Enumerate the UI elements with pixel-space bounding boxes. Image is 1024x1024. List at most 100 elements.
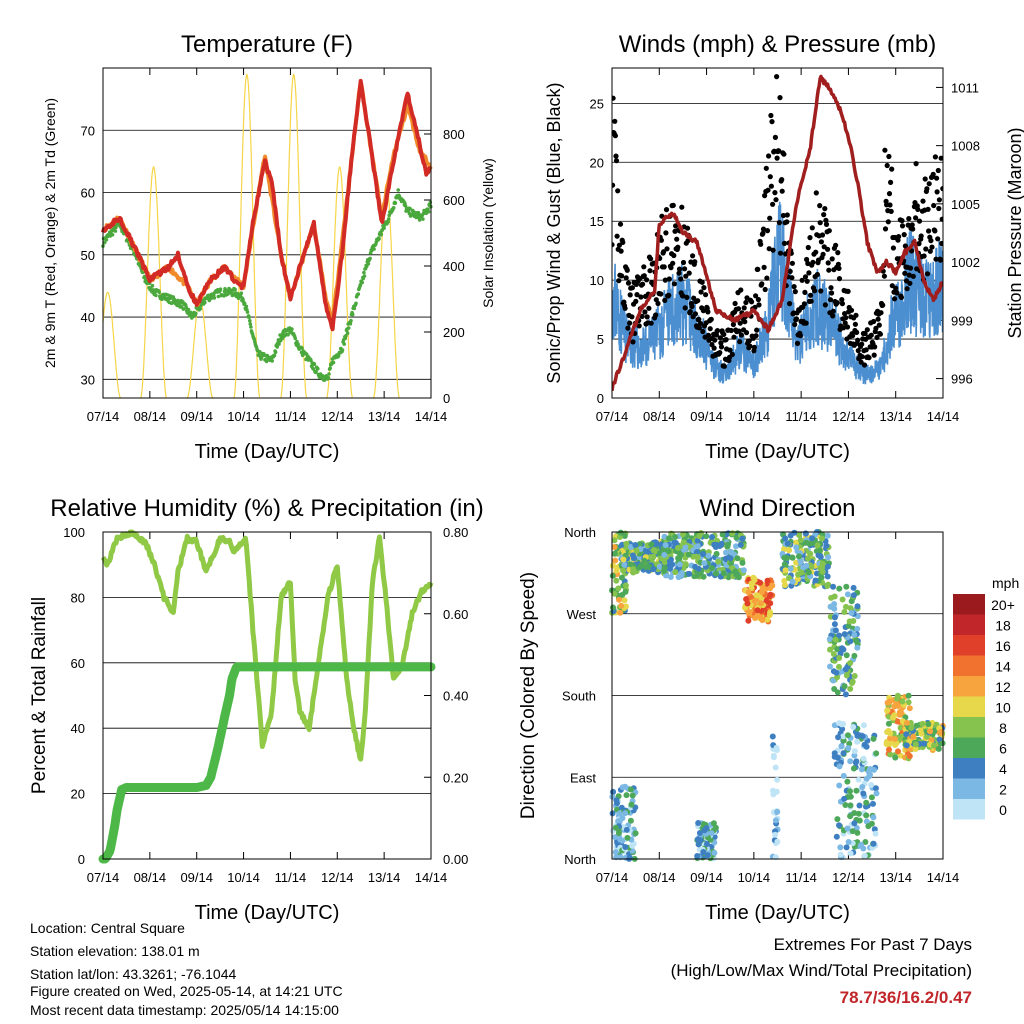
gust-point xyxy=(708,316,714,322)
gust-point xyxy=(855,337,861,343)
direction-point xyxy=(767,585,774,592)
gust-point xyxy=(808,298,814,304)
y-tick-label: 50 xyxy=(81,248,95,263)
gust-point xyxy=(888,208,894,214)
direction-point xyxy=(630,566,637,572)
dewpoint-point xyxy=(393,201,398,205)
direction-point xyxy=(617,609,624,616)
y2-tick-label: 1011 xyxy=(951,80,979,95)
gust-point xyxy=(638,294,644,300)
gust-point xyxy=(670,202,676,208)
y-tick-label: South xyxy=(562,689,596,704)
gust-point xyxy=(852,321,859,327)
dewpoint-point xyxy=(277,342,281,346)
colorbar-label: 2 xyxy=(999,782,1007,798)
gust-point xyxy=(743,299,749,306)
gust-point xyxy=(701,285,707,291)
y-tick-label: 80 xyxy=(71,590,85,605)
extremes-subtitle: (High/Low/Max Wind/Total Precipitation) xyxy=(670,961,972,980)
colorbar: mph 20+ 18 16 14 12 10 8 6 4 2 0 xyxy=(953,575,1019,820)
gust-point xyxy=(792,321,798,328)
gust-point xyxy=(700,328,706,335)
direction-point xyxy=(834,689,841,696)
direction-point xyxy=(831,621,838,628)
gust-point xyxy=(678,276,684,282)
y-tick-label: West xyxy=(567,607,597,622)
footer-recent: Most recent data timestamp: 2025/05/14 1… xyxy=(30,1002,339,1018)
y-tick-label: 30 xyxy=(81,372,95,387)
direction-point xyxy=(841,795,848,802)
direction-point xyxy=(863,799,870,806)
direction-point xyxy=(663,572,669,579)
gust-point xyxy=(882,226,889,232)
gust-point xyxy=(700,308,707,314)
dewpoint-point xyxy=(368,256,372,261)
direction-point xyxy=(851,673,858,679)
gust-point xyxy=(761,264,767,270)
direction-point xyxy=(611,550,618,557)
gust-point xyxy=(899,218,905,224)
gust-point xyxy=(755,296,762,303)
gust-point xyxy=(933,256,939,262)
gust-point xyxy=(718,340,724,346)
x-tick-label: 12/14 xyxy=(832,409,865,424)
gust-point xyxy=(620,239,626,245)
x-tick-label: 07/14 xyxy=(596,870,629,885)
colorbar-label: 18 xyxy=(995,618,1011,634)
colorbar-label: 8 xyxy=(999,720,1007,736)
gust-point xyxy=(699,279,705,285)
dewpoint-point xyxy=(336,354,341,358)
gust-point xyxy=(705,309,711,315)
gust-point xyxy=(727,347,733,353)
direction-point xyxy=(666,558,673,565)
direction-point xyxy=(696,830,703,836)
direction-point xyxy=(858,841,865,848)
dewpoint-point xyxy=(312,362,317,367)
dewpoint-point xyxy=(360,280,365,285)
direction-point xyxy=(912,746,919,752)
gust-point xyxy=(641,273,647,279)
direction-point xyxy=(619,784,626,791)
direction-point xyxy=(836,655,843,661)
direction-point xyxy=(759,584,766,591)
direction-point xyxy=(917,727,924,734)
gust-point xyxy=(806,270,812,276)
gust-point xyxy=(692,311,699,317)
dewpoint-point xyxy=(150,283,155,288)
direction-point xyxy=(823,542,830,549)
gust-point xyxy=(717,335,724,341)
direction-point xyxy=(920,740,927,747)
direction-point xyxy=(764,616,771,623)
y2-tick-label: 0.20 xyxy=(443,770,468,785)
gust-point xyxy=(823,217,829,223)
direction-point xyxy=(772,764,779,771)
gust-point xyxy=(878,310,884,316)
dewpoint-point xyxy=(421,217,425,221)
colorbar-swatch xyxy=(953,799,985,820)
direction-point xyxy=(892,742,899,748)
dewpoint-point xyxy=(157,290,161,295)
direction-point xyxy=(817,553,824,560)
direction-point xyxy=(724,541,731,548)
dewpoint-point xyxy=(181,307,186,311)
gust-point xyxy=(640,281,646,287)
direction-point xyxy=(694,543,701,550)
solar-series xyxy=(103,73,400,398)
x-tick-label: 14/14 xyxy=(415,409,448,424)
temp-2m-line xyxy=(101,78,433,332)
direction-point xyxy=(793,544,800,551)
x-tick-label: 08/14 xyxy=(643,870,676,885)
gust-point xyxy=(881,273,888,279)
gust-point xyxy=(884,162,890,169)
direction-point xyxy=(906,753,913,760)
gust-point xyxy=(920,198,926,204)
direction-point xyxy=(789,578,796,585)
direction-point xyxy=(680,531,686,538)
gust-point xyxy=(627,320,633,326)
direction-point xyxy=(622,582,629,589)
direction-point xyxy=(767,609,774,616)
dewpoint-point xyxy=(286,332,290,337)
direction-point xyxy=(836,763,843,770)
gust-point xyxy=(931,202,937,209)
gust-point xyxy=(833,242,839,248)
